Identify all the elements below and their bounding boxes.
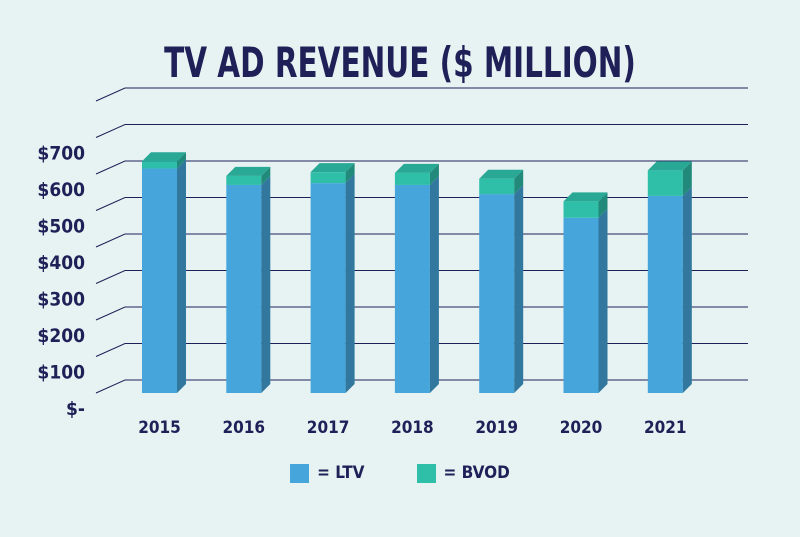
bar-ltv-2018 xyxy=(394,184,430,393)
gridline xyxy=(95,87,748,102)
gridline xyxy=(95,270,748,284)
legend-label-ltv: = LTV xyxy=(317,463,365,483)
bar-top-2018 xyxy=(394,163,439,173)
legend-swatch-ltv xyxy=(290,463,310,483)
legend-item-bvod: = BVOD xyxy=(416,463,510,483)
bar-bvod-2020 xyxy=(563,201,599,218)
bar-side-bvod-2016 xyxy=(261,166,271,185)
bar-bvod-2019 xyxy=(479,178,515,195)
y-tick-label: $300 xyxy=(37,289,85,311)
gridline xyxy=(95,306,748,321)
gridline xyxy=(95,197,748,211)
bar-top-2020 xyxy=(563,192,608,202)
bar-side-bvod-2021 xyxy=(682,161,692,196)
legend-swatch-bvod xyxy=(416,463,436,483)
bar-ltv-2015 xyxy=(142,168,177,393)
bar-bvod-2016 xyxy=(226,175,262,185)
bar-top-2016 xyxy=(226,166,271,176)
y-tick-label: $600 xyxy=(37,179,85,201)
y-tick-label: $700 xyxy=(37,143,85,165)
bar-side-ltv-2019 xyxy=(514,185,524,393)
gridline xyxy=(95,160,748,175)
bar-ltv-2016 xyxy=(226,184,262,393)
bar-side-bvod-2020 xyxy=(598,192,608,218)
chart-title: TV AD REVENUE ($ MILLION) xyxy=(164,38,636,87)
bar-top-2017 xyxy=(310,163,355,173)
gridline xyxy=(95,233,748,248)
bar-top-2019 xyxy=(479,169,524,179)
x-tick-label: 2018 xyxy=(391,418,434,438)
bar-side-bvod-2017 xyxy=(345,163,355,184)
bar-side-ltv-2018 xyxy=(429,175,439,393)
x-tick-label: 2015 xyxy=(138,418,181,438)
bar-bvod-2018 xyxy=(394,172,430,185)
x-tick-label: 2021 xyxy=(644,418,687,438)
legend-label-bvod: = BVOD xyxy=(443,463,510,483)
gridline xyxy=(95,343,748,357)
y-tick-label: $100 xyxy=(37,362,85,384)
bar-bvod-2015 xyxy=(142,161,177,169)
bar-side-bvod-2019 xyxy=(514,169,524,195)
x-tick-label: 2017 xyxy=(307,418,350,438)
bar-side-ltv-2015 xyxy=(177,159,186,393)
y-tick-label: $500 xyxy=(37,216,85,238)
gridline xyxy=(95,124,748,138)
x-tick-label: 2016 xyxy=(223,418,266,438)
x-tick-label: 2019 xyxy=(475,418,518,438)
bar-ltv-2019 xyxy=(479,194,515,393)
legend: = LTV = BVOD xyxy=(0,463,800,483)
gridline xyxy=(95,379,748,394)
y-tick-label: $- xyxy=(66,398,85,420)
bar-side-bvod-2015 xyxy=(177,152,186,169)
y-tick-label: $400 xyxy=(37,252,85,274)
bar-side-ltv-2021 xyxy=(682,186,692,393)
bar-ltv-2021 xyxy=(647,195,683,393)
bar-bvod-2017 xyxy=(310,172,346,184)
bar-ltv-2017 xyxy=(310,183,346,393)
x-tick-label: 2020 xyxy=(560,418,603,438)
bar-bvod-2021 xyxy=(647,170,683,196)
bar-top-2015 xyxy=(142,152,186,162)
bar-top-2021 xyxy=(647,161,692,171)
bar-side-ltv-2017 xyxy=(345,174,355,393)
bar-side-bvod-2018 xyxy=(429,163,439,185)
bar-side-ltv-2016 xyxy=(261,175,271,393)
legend-item-ltv: = LTV xyxy=(290,463,365,483)
bar-ltv-2020 xyxy=(563,217,599,393)
bar-side-ltv-2020 xyxy=(598,208,608,393)
y-tick-label: $200 xyxy=(37,325,85,347)
